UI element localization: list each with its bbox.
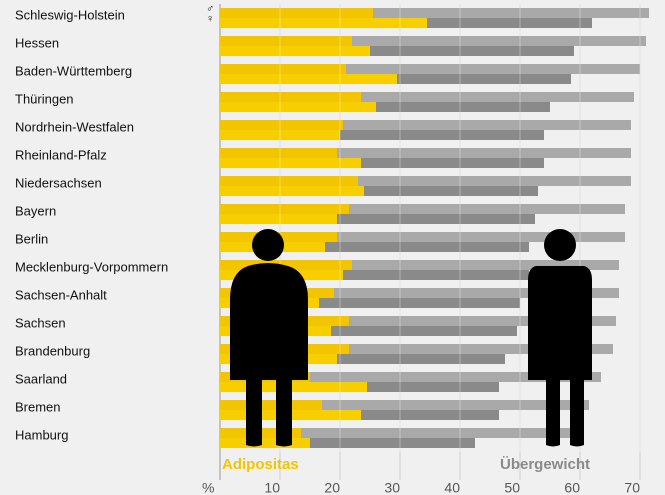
obesity-bar (220, 8, 373, 18)
obesity-bar (220, 120, 343, 130)
male-symbol: ♂ (206, 3, 214, 15)
obesity-bar (220, 382, 367, 392)
overweight-bar (220, 232, 625, 242)
category-label: Niedersachsen (15, 175, 102, 190)
overweight-bar (220, 428, 580, 438)
overweight-bar (220, 326, 517, 336)
overweight-bar (220, 64, 640, 74)
overweight-bar (220, 148, 631, 158)
obesity-bar (220, 92, 361, 102)
female-symbol: ♀ (206, 13, 214, 25)
category-label: Hessen (15, 35, 59, 50)
category-label: Rheinland-Pfalz (15, 147, 107, 162)
female-head (252, 229, 284, 261)
overweight-bar (220, 288, 619, 298)
overweight-bar (220, 46, 574, 56)
overweight-bar (220, 158, 544, 168)
category-label: Sachsen (15, 315, 66, 330)
overweight-bar (220, 242, 529, 252)
x-tick-label: 10 (264, 480, 280, 495)
overweight-bar (220, 344, 613, 354)
x-axis-unit: % (202, 480, 214, 495)
male-figure (528, 266, 592, 447)
obesity-bar (220, 64, 346, 74)
category-label: Bayern (15, 203, 56, 218)
category-label: Sachsen-Anhalt (15, 287, 107, 302)
overweight-bar (220, 438, 475, 448)
overweight-bar (220, 372, 601, 382)
category-label: Schleswig-Holstein (15, 7, 125, 22)
category-label: Thüringen (15, 91, 74, 106)
overweight-bar (220, 186, 538, 196)
category-label: Berlin (15, 231, 48, 246)
overweight-bar (220, 204, 625, 214)
category-label: Baden-Württemberg (15, 63, 132, 78)
figures (230, 229, 592, 447)
overweight-bar (220, 270, 529, 280)
obesity-bar (220, 74, 397, 84)
legend-adipositas: Adipositas (222, 456, 299, 473)
overweight-bar (220, 92, 634, 102)
obesity-bar (220, 186, 364, 196)
category-label: Nordrhein-Westfalen (15, 119, 134, 134)
category-label: Mecklenburg-Vorpommern (15, 259, 168, 274)
obesity-bar (220, 148, 337, 158)
obesity-bar (220, 102, 376, 112)
overweight-bar (220, 102, 550, 112)
obesity-bar (220, 260, 352, 270)
category-label: Brandenburg (15, 343, 90, 358)
category-label: Bremen (15, 399, 61, 414)
overweight-bar (220, 176, 631, 186)
overweight-bar (220, 120, 631, 130)
category-label: Saarland (15, 371, 67, 386)
obesity-bar (220, 176, 358, 186)
female-figure (230, 263, 308, 447)
overweight-bar (220, 316, 616, 326)
x-tick-label: 20 (324, 480, 340, 495)
overweight-bar (220, 354, 505, 364)
legend-uebergewicht: Übergewicht (500, 456, 590, 473)
category-label: Hamburg (15, 427, 68, 442)
overweight-bar (220, 214, 535, 224)
obesity-bar (220, 36, 352, 46)
x-tick-label: 30 (384, 480, 400, 495)
x-tick-label: 70 (624, 480, 640, 495)
obesity-bar (220, 400, 322, 410)
male-head (544, 229, 576, 261)
overweight-bar (220, 36, 646, 46)
obesity-bar (220, 18, 427, 28)
obesity-bar (220, 204, 349, 214)
overweight-bar (220, 298, 520, 308)
overweight-bar (220, 400, 589, 410)
overweight-bar (220, 260, 619, 270)
obesity-bar (220, 158, 361, 168)
obesity-bar (220, 130, 340, 140)
overweight-bar (220, 8, 649, 18)
obesity-bar (220, 46, 370, 56)
obesity-bar (220, 214, 337, 224)
x-tick-label: 60 (564, 480, 580, 495)
x-tick-label: 40 (444, 480, 460, 495)
x-tick-label: 50 (504, 480, 520, 495)
overweight-bar (220, 130, 544, 140)
obesity-bar (220, 438, 310, 448)
